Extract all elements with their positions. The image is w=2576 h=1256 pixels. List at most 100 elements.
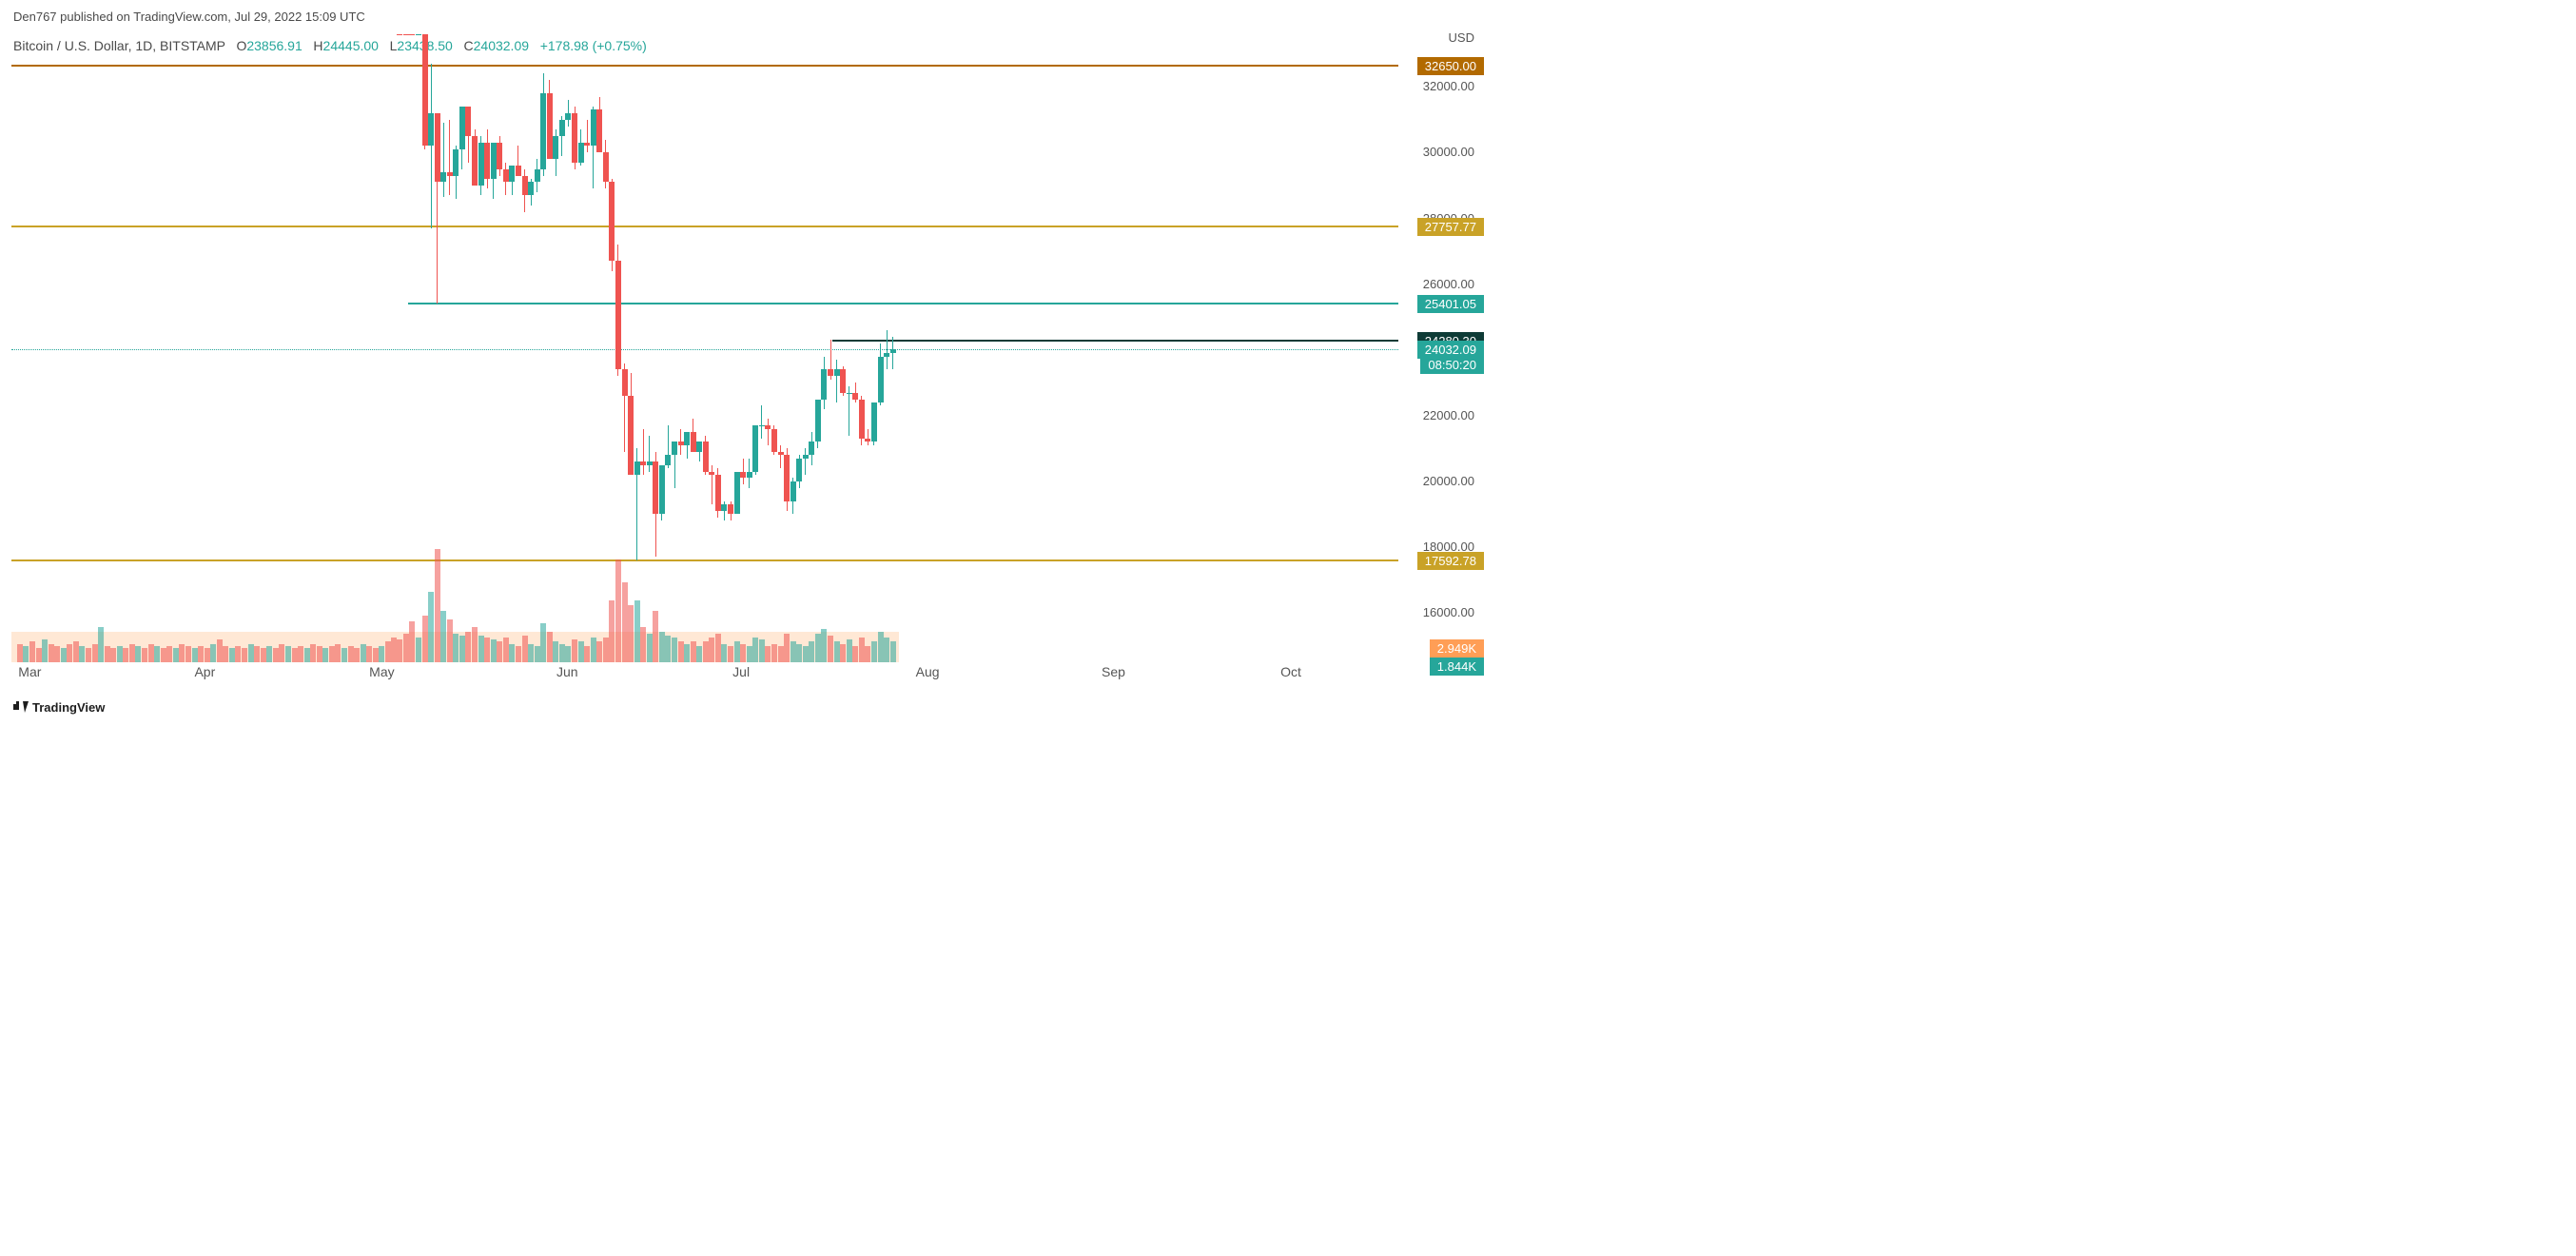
candle-body[interactable]	[640, 461, 646, 464]
candle-body[interactable]	[703, 442, 709, 471]
volume-bar	[54, 646, 60, 662]
candle-body[interactable]	[752, 425, 758, 471]
volume-bar	[422, 616, 428, 662]
candle-body[interactable]	[397, 34, 402, 35]
chart-plot-area[interactable]	[11, 34, 1398, 662]
candle-body[interactable]	[759, 425, 765, 426]
candle-body[interactable]	[491, 143, 497, 179]
candle-body[interactable]	[665, 455, 671, 464]
candle-body[interactable]	[403, 34, 409, 35]
volume-bar	[379, 646, 384, 662]
candle-body[interactable]	[559, 120, 565, 136]
candle-body[interactable]	[740, 472, 746, 479]
candle-body[interactable]	[484, 143, 490, 179]
candle-body[interactable]	[878, 357, 884, 402]
month-tick: Mar	[18, 664, 41, 679]
candle-body[interactable]	[547, 93, 553, 159]
candle-body[interactable]	[852, 393, 858, 400]
candle-body[interactable]	[528, 182, 534, 195]
candle-body[interactable]	[553, 136, 558, 159]
candle-body[interactable]	[672, 442, 677, 455]
candle-body[interactable]	[565, 113, 571, 120]
candle-body[interactable]	[803, 455, 809, 458]
candle-body[interactable]	[728, 504, 733, 514]
volume-bar	[223, 646, 228, 662]
candle-body[interactable]	[696, 442, 702, 451]
volume-bar	[185, 646, 191, 662]
time-axis[interactable]: MarAprMayJunJulAugSepOct	[11, 664, 1398, 687]
candle-body[interactable]	[440, 172, 446, 182]
candle-body[interactable]	[503, 169, 509, 183]
candle-body[interactable]	[790, 481, 796, 501]
candle-body[interactable]	[453, 149, 459, 176]
candle-body[interactable]	[522, 176, 528, 196]
candle-body[interactable]	[715, 475, 721, 511]
candle-body[interactable]	[634, 461, 640, 475]
candle-body[interactable]	[409, 34, 415, 35]
candle-body[interactable]	[497, 143, 502, 169]
candle-body[interactable]	[516, 166, 521, 175]
candle-body[interactable]	[765, 425, 771, 428]
volume-bar	[361, 644, 366, 663]
candle-body[interactable]	[684, 432, 690, 445]
candle-body[interactable]	[472, 136, 478, 186]
candle-body[interactable]	[459, 107, 465, 149]
candle-body[interactable]	[422, 34, 428, 146]
candle-body[interactable]	[416, 34, 421, 35]
candle-body[interactable]	[871, 402, 877, 442]
candle-body[interactable]	[628, 396, 634, 475]
candle-body[interactable]	[796, 459, 802, 481]
candle-body[interactable]	[884, 353, 889, 356]
candle-body[interactable]	[540, 93, 546, 168]
candle-body[interactable]	[784, 455, 790, 500]
candle-body[interactable]	[778, 452, 784, 455]
candle-body[interactable]	[596, 109, 602, 152]
candle-body[interactable]	[603, 152, 609, 182]
candle-body[interactable]	[865, 439, 870, 442]
candle-body[interactable]	[840, 369, 846, 392]
candle-body[interactable]	[447, 172, 453, 175]
candle-body[interactable]	[734, 472, 740, 515]
candle-body[interactable]	[678, 442, 684, 444]
candle-body[interactable]	[821, 369, 827, 399]
candle-body[interactable]	[609, 182, 615, 261]
volume-bar	[728, 646, 733, 662]
candle-body[interactable]	[890, 349, 896, 354]
candle-body[interactable]	[435, 113, 440, 183]
support-resistance-line[interactable]	[11, 65, 1398, 67]
support-resistance-line[interactable]	[11, 226, 1398, 227]
candle-body[interactable]	[828, 369, 833, 376]
candle-body[interactable]	[622, 369, 628, 396]
volume-bar	[285, 646, 291, 662]
support-resistance-line[interactable]	[832, 340, 1398, 342]
candle-body[interactable]	[572, 113, 577, 163]
candle-body[interactable]	[815, 400, 821, 442]
candle-body[interactable]	[847, 393, 852, 394]
candle-body[interactable]	[584, 143, 590, 146]
candle-body[interactable]	[721, 504, 727, 511]
candle-body[interactable]	[709, 472, 714, 475]
candle-body[interactable]	[834, 369, 840, 376]
candle-body[interactable]	[465, 107, 471, 136]
candle-body[interactable]	[859, 400, 865, 439]
candle-body[interactable]	[691, 432, 696, 452]
candle-body[interactable]	[509, 166, 515, 182]
candle-body[interactable]	[659, 465, 665, 515]
candle-body[interactable]	[615, 261, 621, 369]
candle-body[interactable]	[478, 143, 484, 186]
candle-body[interactable]	[809, 442, 814, 455]
volume-bar	[409, 621, 415, 662]
support-resistance-line[interactable]	[408, 303, 1398, 304]
candle-body[interactable]	[535, 169, 540, 183]
candle-body[interactable]	[747, 472, 752, 479]
volume-bar	[871, 641, 877, 662]
candle-body[interactable]	[771, 429, 777, 452]
support-resistance-line[interactable]	[11, 559, 1398, 561]
candle-body[interactable]	[653, 461, 658, 514]
candle-body[interactable]	[428, 113, 434, 147]
candle-body[interactable]	[591, 109, 596, 146]
candle-body[interactable]	[578, 143, 584, 163]
candle-body[interactable]	[647, 461, 653, 464]
volume-bar	[447, 619, 453, 663]
price-axis[interactable]: USD 32000.0030000.0028000.0026000.002200…	[1398, 34, 1484, 662]
